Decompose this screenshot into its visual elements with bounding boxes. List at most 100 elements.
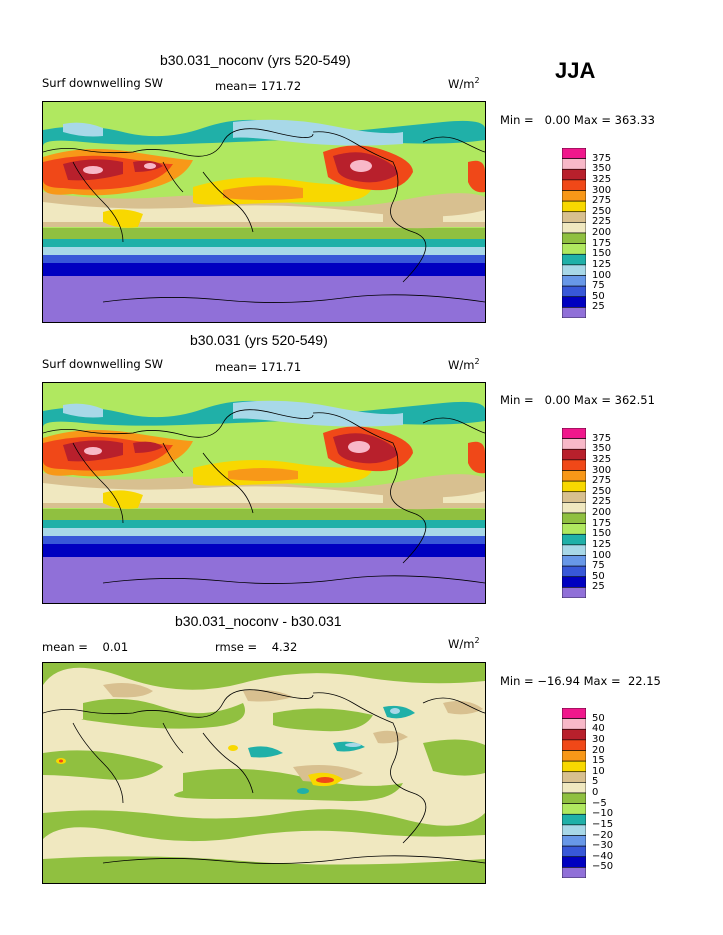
colorbar-swatch bbox=[561, 792, 587, 804]
colorbar-label: 50 bbox=[592, 712, 605, 724]
colorbar-swatch bbox=[561, 438, 587, 450]
colorbar-swatch bbox=[561, 760, 587, 773]
colorbar-swatch bbox=[561, 470, 587, 482]
colorbar-label: 175 bbox=[592, 237, 612, 249]
panel-2-colorbar bbox=[561, 427, 587, 599]
colorbar-label: 150 bbox=[592, 248, 612, 260]
colorbar-label: 100 bbox=[592, 269, 612, 281]
colorbar-label: 25 bbox=[592, 581, 605, 593]
panel-3-units: W/m2 bbox=[448, 636, 480, 651]
colorbar-swatch bbox=[561, 782, 587, 794]
colorbar-label: 325 bbox=[592, 173, 612, 185]
colorbar-swatch bbox=[561, 158, 587, 170]
colorbar-swatch bbox=[561, 200, 587, 213]
panel-3-rmse: rmse = 4.32 bbox=[215, 640, 298, 654]
panel-3-map-svg bbox=[43, 663, 485, 883]
colorbar-swatch bbox=[561, 179, 587, 191]
panel-2-colorbar-labels: 375 350 325 300 275 250 225 200 175 150 125 100 75 50… bbox=[592, 428, 632, 598]
colorbar-label: 200 bbox=[592, 507, 612, 518]
panel-1-colorbar bbox=[561, 147, 587, 319]
colorbar-swatch bbox=[561, 533, 587, 546]
colorbar-swatch bbox=[561, 459, 587, 471]
colorbar-swatch bbox=[561, 147, 587, 159]
colorbar-swatch bbox=[561, 190, 587, 202]
panel-2-variable-label: Surf downwelling SW bbox=[42, 357, 164, 371]
colorbar-label: −30 bbox=[592, 840, 614, 852]
colorbar-label: 200 bbox=[592, 227, 612, 238]
colorbar-swatch bbox=[561, 491, 587, 503]
colorbar-label: 225 bbox=[592, 216, 612, 228]
panel-1-title: b30.031_noconv (yrs 520-549) bbox=[160, 52, 351, 68]
colorbar-label: 75 bbox=[592, 280, 605, 292]
colorbar-label: 375 bbox=[592, 432, 612, 444]
panel-1-colorbar-labels: 375 350 325 300 275 250 225 200 175 150 125 100 75 50… bbox=[592, 148, 632, 318]
colorbar-label: −20 bbox=[592, 829, 614, 841]
colorbar-label: −5 bbox=[592, 797, 607, 809]
panel-3-title: b30.031_noconv - b30.031 bbox=[175, 613, 342, 629]
panel-1-map bbox=[42, 101, 486, 323]
colorbar-swatch bbox=[561, 856, 587, 868]
colorbar-swatch bbox=[561, 480, 587, 493]
panel-2-title: b30.031 (yrs 520-549) bbox=[190, 332, 328, 348]
season-label: JJA bbox=[555, 58, 596, 83]
colorbar-swatch bbox=[561, 824, 587, 836]
colorbar-label: 75 bbox=[592, 560, 605, 572]
colorbar-label: 15 bbox=[592, 755, 605, 767]
panel-3-map bbox=[42, 662, 486, 884]
panel-2-colorbar-svg bbox=[561, 427, 587, 599]
colorbar-label: 50 bbox=[592, 290, 605, 302]
colorbar-label: 300 bbox=[592, 464, 612, 476]
colorbar-label: 225 bbox=[592, 496, 612, 508]
colorbar-swatch bbox=[561, 771, 587, 783]
colorbar-swatch bbox=[561, 523, 587, 535]
colorbar-swatch bbox=[561, 835, 587, 847]
colorbar-swatch bbox=[561, 803, 587, 815]
panel-3-colorbar-labels: 50 40 30 20 15 10 5 0 −5 −10 −15 −20 −30 −40 −50 bbox=[592, 708, 632, 878]
colorbar-label: 50 bbox=[592, 570, 605, 582]
colorbar-label: −15 bbox=[592, 818, 614, 830]
colorbar-label: 125 bbox=[592, 258, 612, 270]
panel-3-mean: mean = 0.01 bbox=[42, 640, 129, 654]
panel-1-units: W/m2 bbox=[448, 76, 480, 91]
colorbar-swatch bbox=[561, 296, 587, 308]
colorbar-swatch bbox=[561, 502, 587, 514]
colorbar-label: 250 bbox=[592, 205, 612, 217]
colorbar-label: 275 bbox=[592, 195, 612, 207]
colorbar-swatch bbox=[561, 813, 587, 826]
colorbar-swatch bbox=[561, 739, 587, 751]
colorbar-label: 10 bbox=[592, 765, 605, 777]
colorbar-label: 5 bbox=[592, 776, 599, 788]
colorbar-swatch bbox=[561, 285, 587, 298]
colorbar-swatch bbox=[561, 243, 587, 255]
colorbar-label: 275 bbox=[592, 475, 612, 487]
colorbar-label: 350 bbox=[592, 163, 612, 175]
colorbar-label: −40 bbox=[592, 850, 614, 862]
colorbar-label: −10 bbox=[592, 808, 614, 820]
colorbar-swatch bbox=[561, 253, 587, 266]
colorbar-swatch bbox=[561, 587, 587, 599]
colorbar-label: −50 bbox=[592, 861, 614, 873]
colorbar-label: 150 bbox=[592, 528, 612, 540]
colorbar-swatch bbox=[561, 845, 587, 858]
panel-1-map-svg bbox=[43, 102, 485, 322]
colorbar-label: 350 bbox=[592, 443, 612, 455]
panel-2-minmax: Min = 0.00 Max = 362.51 bbox=[500, 393, 655, 407]
panel-2-map-svg bbox=[43, 383, 485, 603]
colorbar-swatch bbox=[561, 544, 587, 556]
panel-1-colorbar-svg bbox=[561, 147, 587, 319]
panel-3-colorbar-svg bbox=[561, 707, 587, 879]
colorbar-label: 20 bbox=[592, 744, 605, 756]
colorbar-swatch bbox=[561, 750, 587, 762]
colorbar-label: 375 bbox=[592, 152, 612, 164]
colorbar-swatch bbox=[561, 275, 587, 287]
colorbar-label: 175 bbox=[592, 517, 612, 529]
panel-1-minmax: Min = 0.00 Max = 363.33 bbox=[500, 113, 655, 127]
colorbar-swatch bbox=[561, 222, 587, 234]
panel-1-variable-label: Surf downwelling SW bbox=[42, 76, 164, 90]
colorbar-swatch bbox=[561, 867, 587, 879]
colorbar-swatch bbox=[561, 512, 587, 524]
colorbar-swatch bbox=[561, 555, 587, 567]
panel-3-minmax: Min = −16.94 Max = 22.15 bbox=[500, 674, 661, 688]
colorbar-label: 25 bbox=[592, 301, 605, 313]
colorbar-swatch bbox=[561, 264, 587, 276]
